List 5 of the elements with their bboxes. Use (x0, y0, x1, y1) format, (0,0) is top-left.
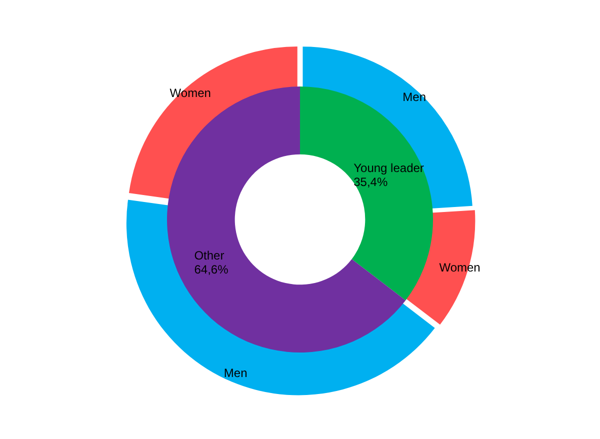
data-label: 64,6% (194, 262, 229, 277)
slice-label: Men (402, 90, 426, 104)
slice-label: Other (194, 248, 224, 263)
slice-label: Men (224, 366, 248, 380)
data-label: 35,4% (354, 174, 388, 189)
